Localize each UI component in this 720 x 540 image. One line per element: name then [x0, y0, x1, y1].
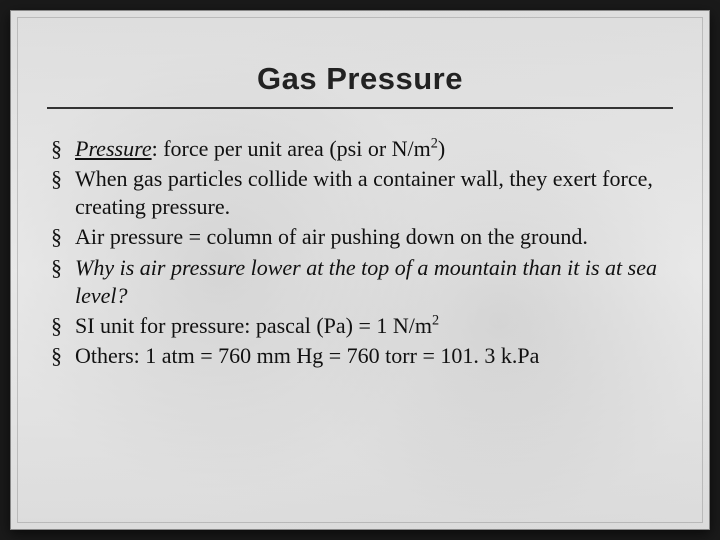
slide: Gas Pressure Pressure: force per unit ar…	[10, 10, 710, 530]
term-pressure: Pressure	[75, 136, 152, 161]
bullet-item: Others: 1 atm = 760 mm Hg = 760 torr = 1…	[47, 342, 673, 370]
slide-title: Gas Pressure	[47, 61, 673, 109]
bullet-text: : force per unit area (psi or N/m	[152, 136, 431, 161]
bullet-text: When gas particles collide with a contai…	[75, 166, 653, 219]
bullet-item: Why is air pressure lower at the top of …	[47, 254, 673, 310]
bullet-item: When gas particles collide with a contai…	[47, 165, 673, 221]
bullet-tail: )	[438, 136, 445, 161]
superscript: 2	[432, 313, 439, 329]
superscript: 2	[431, 136, 438, 152]
bullet-item: SI unit for pressure: pascal (Pa) = 1 N/…	[47, 312, 673, 340]
bullet-text: Air pressure = column of air pushing dow…	[75, 224, 588, 249]
bullet-item: Pressure: force per unit area (psi or N/…	[47, 135, 673, 163]
bullet-text: Others: 1 atm = 760 mm Hg = 760 torr = 1…	[75, 343, 539, 368]
bullet-text: Why is air pressure lower at the top of …	[75, 255, 657, 308]
bullet-text: SI unit for pressure: pascal (Pa) = 1 N/…	[75, 313, 432, 338]
bullet-item: Air pressure = column of air pushing dow…	[47, 223, 673, 251]
bullet-list: Pressure: force per unit area (psi or N/…	[47, 135, 673, 370]
